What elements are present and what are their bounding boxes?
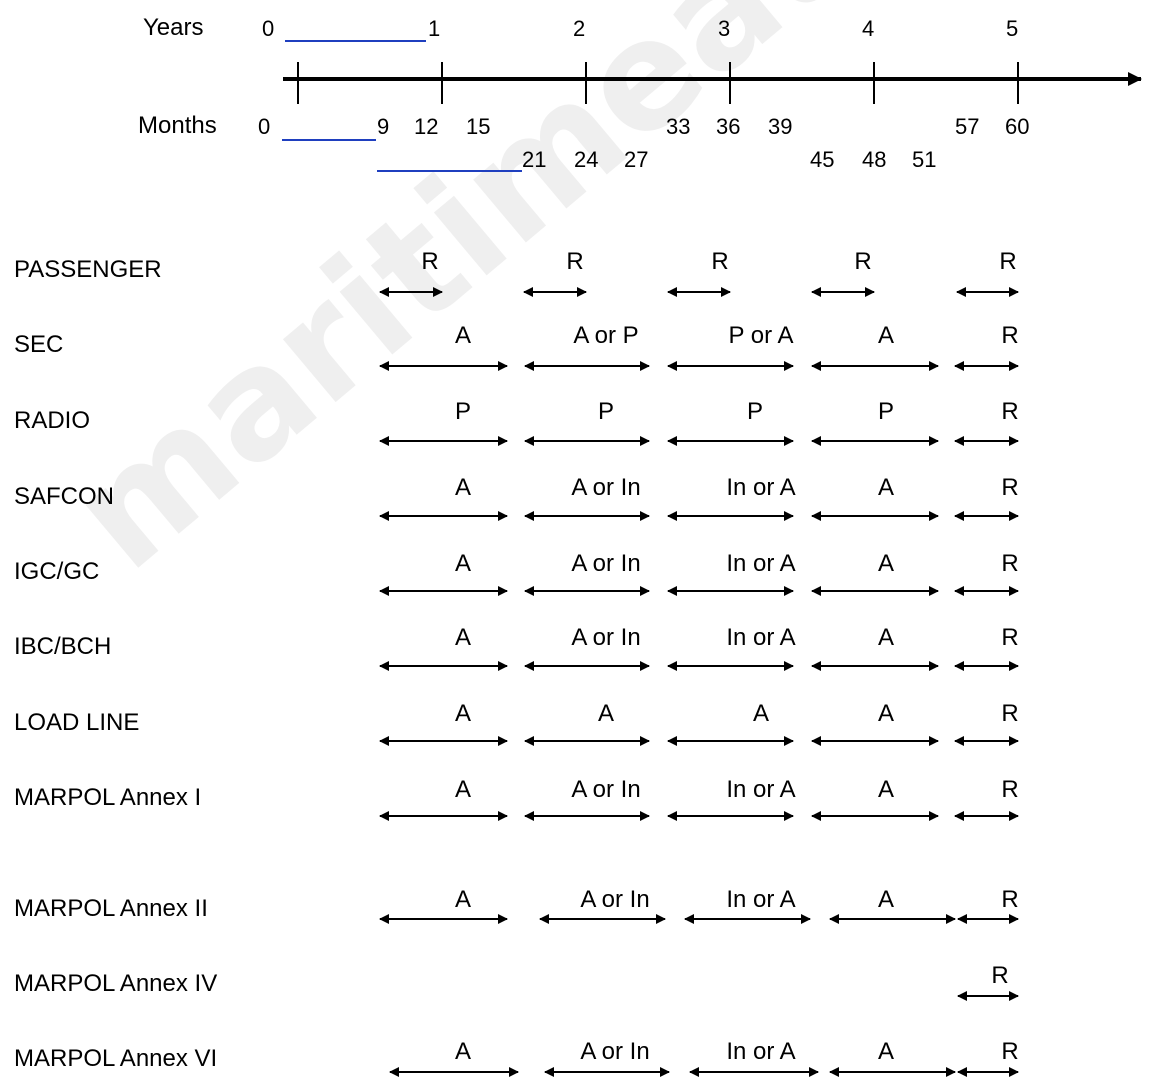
span-label: P — [747, 400, 763, 424]
row-label-marpol-ii: MARPOL Annex II — [14, 897, 208, 921]
span-label: R — [711, 250, 728, 274]
span-label: A — [455, 702, 471, 726]
span-label: A — [878, 476, 894, 500]
span-label: A or In — [571, 476, 640, 500]
span-label: R — [999, 250, 1016, 274]
span-label: In or A — [726, 626, 795, 650]
row-label-radio: RADIO — [14, 409, 90, 433]
row-label-load-line: LOAD LINE — [14, 711, 139, 735]
span-arrows — [380, 292, 1018, 1072]
span-label: P — [878, 400, 894, 424]
span-label: R — [991, 964, 1008, 988]
span-label: R — [1001, 888, 1018, 912]
row-label-marpol-vi: MARPOL Annex VI — [14, 1047, 217, 1071]
span-label: A — [878, 1040, 894, 1064]
span-label: P — [598, 400, 614, 424]
span-label: R — [1001, 702, 1018, 726]
span-label: A — [455, 476, 471, 500]
span-label: A or In — [580, 1040, 649, 1064]
span-label: R — [1001, 476, 1018, 500]
row-label-ibc-bch: IBC/BCH — [14, 635, 111, 659]
span-label: A — [878, 552, 894, 576]
row-label-sec: SEC — [14, 333, 63, 357]
row-label-safcon: SAFCON — [14, 485, 114, 509]
span-label: In or A — [726, 552, 795, 576]
span-label: In or A — [726, 1040, 795, 1064]
span-label: A — [878, 888, 894, 912]
span-label: A — [455, 888, 471, 912]
span-label: P or A — [729, 324, 794, 348]
span-label: R — [1001, 778, 1018, 802]
time-axis — [283, 62, 1141, 104]
span-label: R — [421, 250, 438, 274]
span-label: R — [566, 250, 583, 274]
span-label: In or A — [726, 476, 795, 500]
span-label: A — [878, 778, 894, 802]
span-label: R — [1001, 324, 1018, 348]
span-label: R — [1001, 626, 1018, 650]
row-label-marpol-i: MARPOL Annex I — [14, 786, 201, 810]
span-label: A — [455, 324, 471, 348]
row-label-marpol-iv: MARPOL Annex IV — [14, 972, 217, 996]
span-label: A — [753, 702, 769, 726]
span-label: A — [878, 626, 894, 650]
span-label: A — [455, 552, 471, 576]
span-label: A or P — [573, 324, 638, 348]
span-label: R — [854, 250, 871, 274]
span-label: In or A — [726, 778, 795, 802]
span-label: A — [598, 702, 614, 726]
span-label: A — [455, 778, 471, 802]
span-label: A or In — [571, 552, 640, 576]
span-label: A — [455, 626, 471, 650]
row-label-passenger: PASSENGER — [14, 258, 162, 282]
span-label: In or A — [726, 888, 795, 912]
row-label-igc-gc: IGC/GC — [14, 560, 99, 584]
span-label: P — [455, 400, 471, 424]
span-label: A — [455, 1040, 471, 1064]
span-label: A — [878, 702, 894, 726]
span-label: A — [878, 324, 894, 348]
span-label: A or In — [571, 626, 640, 650]
span-label: A or In — [571, 778, 640, 802]
span-label: A or In — [580, 888, 649, 912]
span-label: R — [1001, 1040, 1018, 1064]
span-label: R — [1001, 552, 1018, 576]
span-label: R — [1001, 400, 1018, 424]
